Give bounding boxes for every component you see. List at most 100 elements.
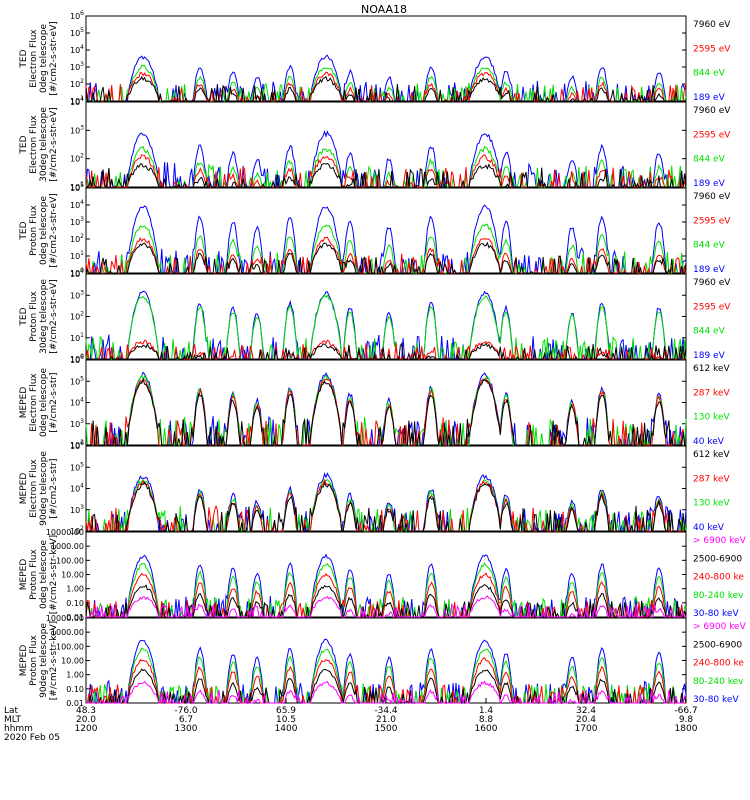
- y-tick-label: 0.01: [66, 699, 84, 708]
- y-tick-label: 102: [70, 525, 84, 536]
- panel-2: 101 102 103 104 TED Electron Flux 30deg telesc…: [19, 96, 731, 192]
- legend-entry: 844 eV: [693, 69, 726, 79]
- y-tick-label: 102: [70, 439, 84, 450]
- panel-4: 100 101 102 103 104 TED Proton Flux 30deg teles…: [19, 268, 731, 364]
- x-tick-label: 1300: [175, 724, 198, 734]
- y-axis-label: 0deg telescope: [39, 540, 49, 610]
- x-tick-label: 48.3: [76, 706, 96, 716]
- y-tick-label: 0.10: [66, 599, 84, 608]
- series-blue: [86, 553, 686, 618]
- legend-entry: 240-800 ke: [693, 659, 744, 669]
- legend-entry: 80-240 kev: [693, 591, 744, 601]
- y-tick-label: 1000.00: [51, 628, 84, 637]
- legend-entry: > 6900 keV: [693, 622, 747, 632]
- y-tick-label: 103: [70, 504, 84, 515]
- legend-entry: 130 keV: [693, 499, 730, 509]
- panel-7: 0.01 0.10 1.00 10.00 100.00 1000.00 10000.00 ME…: [19, 528, 747, 622]
- y-axis-label: MEPED: [19, 387, 29, 419]
- y-tick-label: 105: [70, 461, 84, 472]
- legend-entry: 2595 eV: [693, 216, 731, 226]
- y-tick-label: 102: [70, 233, 84, 244]
- y-axis-label: Electron Flux: [29, 29, 39, 88]
- y-axis-label: 30deg telescope: [39, 107, 49, 182]
- legend-entry: 844 eV: [693, 155, 726, 165]
- y-tick-label: 103: [70, 418, 84, 429]
- series-magenta: [86, 595, 686, 619]
- y-axis-label: MEPED: [19, 473, 29, 505]
- legend-entry: 2500-6900: [693, 554, 742, 564]
- legend-entry: 7960 eV: [693, 106, 731, 116]
- series-red: [86, 657, 686, 705]
- x-tick-label: -76.0: [174, 706, 198, 716]
- figure-title: NOAA18: [361, 3, 407, 16]
- y-tick-label: 103: [70, 61, 84, 72]
- x-tick-label: 8.8: [479, 715, 494, 725]
- y-tick-label: 0.01: [66, 613, 84, 622]
- legend-entry: 612 keV: [693, 450, 730, 460]
- x-tick-label: 10.5: [276, 715, 296, 725]
- y-axis-label: TED: [19, 307, 29, 326]
- x-row-label: Lat: [4, 706, 19, 716]
- y-axis-label: 90deg telescope: [39, 451, 49, 526]
- x-tick-label: 1400: [275, 724, 298, 734]
- y-axis-label: Proton Flux: [29, 291, 39, 342]
- y-tick-label: 106: [70, 440, 84, 451]
- y-axis-label: MEPED: [19, 559, 29, 591]
- y-tick-label: 103: [70, 124, 84, 135]
- legend-entry: 844 eV: [693, 241, 726, 251]
- x-tick-label: 9.8: [679, 715, 694, 725]
- y-tick-label: 105: [70, 27, 84, 38]
- y-axis-label: [#/cm2-s-str-keV]: [49, 621, 59, 700]
- legend-entry: 189 eV: [693, 93, 726, 103]
- y-axis-label: [#/cm2-s-str-eV]: [49, 193, 59, 268]
- y-axis-label: 0deg telescope: [39, 368, 49, 438]
- x-tick-label: 1600: [475, 724, 498, 734]
- panel-3: 100 101 102 103 104 105 TED Proton Flux 0deg tel…: [19, 182, 731, 278]
- y-tick-label: 10000.00: [46, 528, 84, 537]
- legend-entry: 80-240 kev: [693, 677, 744, 687]
- x-row-label: hhmm: [4, 724, 33, 734]
- y-axis-label: TED: [19, 221, 29, 240]
- legend-entry: 7960 eV: [693, 192, 731, 202]
- legend-entry: 30-80 keV: [693, 695, 739, 705]
- y-tick-label: 10.00: [61, 571, 84, 580]
- panel-5: 102 103 104 105 106 MEPED Electron Flux 0deg te…: [19, 354, 730, 450]
- x-tick-label: 20.0: [76, 715, 96, 725]
- x-tick-label: 1700: [575, 724, 598, 734]
- x-tick-label: 1200: [75, 724, 98, 734]
- y-tick-label: 101: [70, 250, 84, 261]
- legend-entry: > 6900 keV: [693, 536, 747, 546]
- y-axis-label: TED: [19, 49, 29, 68]
- legend-entry: 30-80 keV: [693, 609, 739, 619]
- legend-entry: 2595 eV: [693, 44, 731, 54]
- legend-entry: 240-800 ke: [693, 573, 744, 583]
- y-axis-label: 0deg telescope: [39, 24, 49, 94]
- y-tick-label: 103: [70, 289, 84, 300]
- y-tick-label: 104: [70, 268, 84, 279]
- y-axis-label: Electron Flux: [29, 459, 39, 518]
- y-tick-label: 103: [70, 216, 84, 227]
- y-tick-label: 100: [70, 267, 84, 278]
- y-tick-label: 1000.00: [51, 542, 84, 551]
- y-axis-label: [#/cm2-s-str-eV]: [49, 107, 59, 182]
- series-black: [85, 241, 687, 275]
- legend-entry: 40 keV: [693, 523, 725, 533]
- y-axis-label: 0deg telescope: [39, 196, 49, 266]
- y-tick-label: 106: [70, 10, 84, 21]
- y-axis-label: 30deg telescope: [39, 279, 49, 354]
- x-tick-label: 65.9: [276, 706, 296, 716]
- legend-entry: 7960 eV: [693, 278, 731, 288]
- panel-8: 0.01 0.10 1.00 10.00 100.00 1000.00 10000.00 ME…: [19, 614, 747, 708]
- x-tick-label: 1500: [375, 724, 398, 734]
- y-tick-label: 105: [70, 182, 84, 193]
- y-tick-label: 106: [70, 354, 84, 365]
- y-tick-label: 0.10: [66, 685, 84, 694]
- y-axis-label: Electron Flux: [29, 373, 39, 432]
- y-tick-label: 104: [70, 96, 84, 107]
- x-tick-label: 32.4: [576, 706, 596, 716]
- y-axis-label: Proton Flux: [29, 635, 39, 686]
- y-tick-label: 104: [70, 199, 84, 210]
- y-tick-label: 10.00: [61, 657, 84, 666]
